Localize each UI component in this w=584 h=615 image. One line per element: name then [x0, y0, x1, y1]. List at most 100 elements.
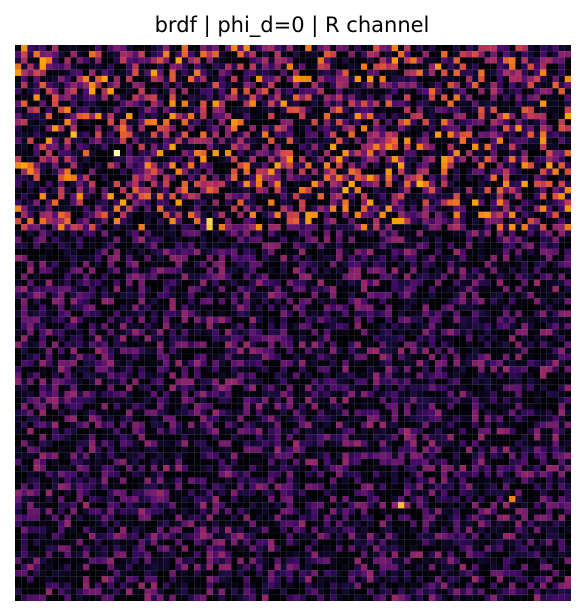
heatmap-cell: [45, 69, 53, 76]
heatmap-cell: [509, 193, 516, 200]
heatmap-cell: [280, 162, 287, 169]
heatmap-cell: [138, 112, 145, 120]
heatmap-cell: [280, 125, 287, 132]
heatmap-cell: [459, 57, 467, 64]
heatmap-cell: [558, 137, 565, 144]
heatmap-cell: [64, 384, 71, 392]
heatmap-cell: [509, 125, 516, 132]
heatmap-cell: [206, 88, 213, 95]
heatmap-cell: [546, 137, 553, 144]
heatmap-cell: [274, 75, 281, 83]
heatmap-cell: [422, 143, 429, 151]
heatmap-cell: [540, 131, 547, 138]
heatmap-cell: [107, 230, 114, 237]
heatmap-cell: [286, 366, 294, 373]
heatmap-cell: [175, 168, 182, 175]
heatmap-cell: [509, 156, 516, 163]
heatmap-cell: [163, 242, 170, 249]
heatmap-cell: [255, 174, 263, 181]
heatmap-cell: [472, 372, 479, 379]
heatmap-cell: [163, 156, 170, 163]
heatmap-cell: [416, 217, 423, 225]
heatmap-cell: [546, 112, 553, 120]
heatmap-cell: [280, 230, 287, 237]
heatmap-cell: [181, 100, 189, 107]
heatmap-cell: [231, 267, 238, 274]
heatmap-cell: [268, 88, 275, 95]
heatmap-cell: [107, 100, 114, 107]
heatmap-cell: [379, 316, 386, 324]
heatmap-cell: [441, 193, 448, 200]
heatmap-cell: [58, 316, 65, 324]
heatmap-cell: [465, 267, 473, 274]
heatmap-cell: [52, 217, 59, 225]
heatmap-cell: [89, 267, 96, 274]
heatmap-cell: [490, 205, 497, 212]
heatmap-cell: [472, 298, 479, 305]
heatmap-cell: [262, 298, 269, 305]
heatmap-cell: [187, 353, 195, 361]
heatmap-cell: [293, 125, 300, 132]
heatmap-cell: [132, 298, 139, 305]
heatmap-cell: [385, 205, 392, 212]
heatmap-cell: [311, 106, 318, 114]
heatmap-cell: [416, 261, 423, 268]
heatmap-cell: [70, 217, 77, 225]
heatmap-cell: [200, 125, 207, 132]
heatmap-cell: [243, 316, 250, 324]
heatmap-cell: [150, 304, 158, 311]
heatmap-cell: [428, 304, 436, 311]
heatmap-cell: [465, 137, 473, 144]
heatmap-cell: [120, 329, 127, 336]
heatmap-cell: [404, 211, 411, 219]
heatmap-cell: [385, 329, 392, 336]
heatmap-cell: [552, 119, 559, 126]
heatmap-cell: [194, 310, 201, 317]
heatmap-cell: [76, 230, 84, 237]
heatmap-cell: [503, 174, 510, 181]
heatmap-cell: [82, 205, 90, 212]
heatmap-cell: [33, 255, 40, 262]
heatmap-cell: [354, 119, 362, 126]
heatmap-cell: [169, 94, 176, 101]
heatmap-cell: [422, 360, 429, 367]
heatmap-cell: [323, 162, 331, 169]
heatmap-cell: [150, 100, 158, 107]
heatmap-cell: [527, 75, 534, 83]
heatmap-cell: [70, 304, 77, 311]
heatmap-cell: [237, 119, 244, 126]
heatmap-cell: [323, 88, 331, 95]
heatmap-cell: [398, 211, 405, 219]
heatmap-cell: [496, 310, 504, 317]
heatmap-cell: [453, 45, 460, 52]
heatmap-cell: [503, 335, 510, 342]
heatmap-cell: [157, 347, 164, 354]
heatmap-cell: [286, 211, 294, 219]
heatmap-cell: [157, 242, 164, 249]
heatmap-cell: [558, 211, 565, 219]
heatmap-cell: [89, 285, 96, 293]
heatmap-cell: [39, 230, 46, 237]
heatmap-cell: [317, 106, 324, 114]
heatmap-cell: [274, 205, 281, 212]
heatmap-cell: [268, 366, 275, 373]
heatmap-cell: [379, 150, 386, 157]
heatmap-cell: [478, 285, 485, 293]
heatmap-cell: [200, 353, 207, 361]
heatmap-cell: [144, 285, 151, 293]
heatmap-cell: [212, 335, 219, 342]
heatmap-cell: [354, 310, 362, 317]
heatmap-cell: [89, 187, 96, 194]
heatmap-cell: [200, 88, 207, 95]
heatmap-cell: [194, 217, 201, 225]
heatmap-cell: [379, 366, 386, 373]
heatmap-cell: [391, 335, 399, 342]
heatmap-cell: [453, 193, 460, 200]
heatmap-cell: [465, 131, 473, 138]
heatmap-cell: [76, 94, 84, 101]
heatmap-cell: [144, 273, 151, 280]
heatmap-cell: [212, 261, 219, 268]
heatmap-cell: [428, 63, 436, 70]
heatmap-cell: [404, 353, 411, 361]
heatmap-cell: [175, 353, 182, 361]
